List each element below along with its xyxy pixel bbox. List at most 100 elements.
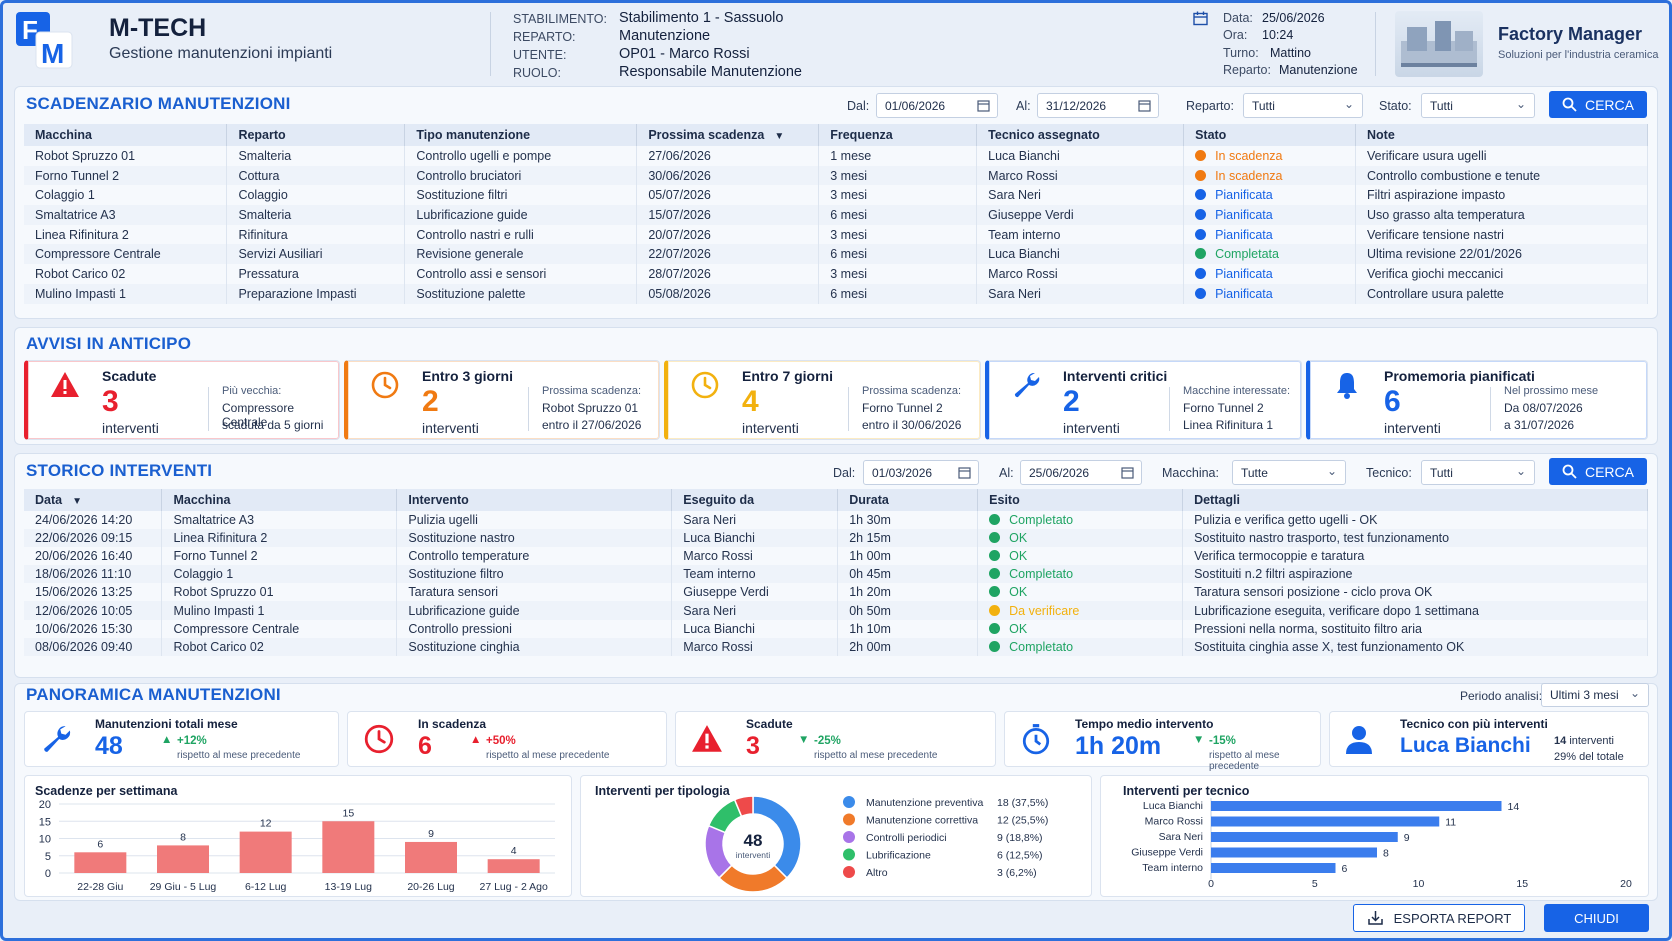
cell-tipo-manutenzione: Sostituzione palette [404, 283, 638, 304]
cell-text: Controllo ugelli e pompe [416, 148, 552, 163]
trend-down-icon: ▼ [798, 734, 810, 746]
cell-reparto: Smalteria [226, 205, 406, 225]
horizontal-bar-chart: 0 5 10 15 20 Luca Bianchi 14 Marco Rossi 11 Sara … [1131, 798, 1632, 890]
cell-eseguito-da: Marco Rossi [671, 637, 839, 656]
alert-card-entro-3-giorni[interactable]: Entro 3 giorni 2 interventi Prossima scaden… [344, 360, 660, 440]
col-header-reparto[interactable]: Reparto [226, 124, 406, 146]
scad-stato-select[interactable]: Tutti ⌄ [1421, 93, 1535, 118]
table-row[interactable]: Colaggio 1 Colaggio Sostituzione filtri 05/… [24, 185, 1648, 206]
table-row[interactable]: Robot Carico 02 Pressatura Controllo assi … [24, 264, 1648, 284]
close-button[interactable]: CHIUDI [1544, 904, 1649, 932]
alert-card-entro-7-giorni[interactable]: Entro 7 giorni 4 interventi Prossima scaden… [664, 360, 981, 440]
cell-text: Servizi Ausiliari [238, 247, 323, 262]
cell-text: 08/06/2026 09:40 [35, 639, 133, 654]
cell-macchina: Robot Carico 02 [24, 264, 228, 284]
col-header-prossima-scadenza[interactable]: Prossima scadenza ▼ [636, 124, 820, 146]
kpi-scadute: Scadute 3 ▼ -25% rispetto al mese precedente [675, 711, 996, 767]
legend-value: 3 (6,2%) [997, 867, 1037, 879]
status-dot-icon [989, 514, 1001, 526]
table-row[interactable]: Linea Rifinitura 2 Rifinitura Controllo na… [24, 224, 1648, 245]
table-row[interactable]: Smaltatrice A3 Smalteria Lubrificazione gu… [24, 205, 1648, 225]
col-header-macchina[interactable]: Macchina [24, 124, 228, 146]
status-text: Completato [1009, 513, 1074, 528]
cell-esito: Completato [977, 637, 1184, 656]
ora-label: Ora: [1223, 28, 1248, 42]
alert-card-promemoria-pianificati[interactable]: Promemoria pianificati 6 interventi Nel pro… [1306, 360, 1648, 440]
cell-text: 05/07/2026 [648, 188, 711, 203]
chevron-down-icon: ⌄ [1515, 464, 1526, 478]
table-row[interactable]: 18/06/2026 11:10 Colaggio 1 Sostituzione f… [24, 565, 1648, 584]
export-report-button[interactable]: ESPORTA REPORT [1353, 904, 1525, 932]
table-row[interactable]: 12/06/2026 10:05 Mulino Impasti 1 Lubrific… [24, 601, 1648, 620]
col-header-frequenza[interactable]: Frequenza [818, 124, 978, 146]
calendar-icon [1193, 11, 1208, 29]
table-row[interactable]: Robot Spruzzo 01 Smalteria Controllo ugell… [24, 146, 1648, 166]
kpi-top-tech: Tecnico con più interventi Luca Bianchi … [1329, 711, 1649, 767]
table-row[interactable]: Compressore Centrale Servizi Ausiliari Rev… [24, 244, 1648, 265]
col-header-macchina[interactable]: Macchina [161, 489, 398, 511]
cell-text: Lubrificazione guide [408, 603, 520, 618]
table-row[interactable]: 10/06/2026 15:30 Compressore Centrale Cont… [24, 619, 1648, 638]
cell-frequenza: 6 mesi [818, 205, 978, 225]
stor-al-field[interactable]: 25/06/2026 [1020, 460, 1142, 485]
status-text: Pianificata [1215, 207, 1273, 222]
cell-text: Sostituzione palette [416, 286, 526, 301]
table-row[interactable]: 24/06/2026 14:20 Smaltatrice A3 Pulizia ug… [24, 511, 1648, 530]
table-row[interactable]: 22/06/2026 09:15 Linea Rifinitura 2 Sostit… [24, 529, 1648, 548]
cell-reparto: Cottura [226, 165, 406, 186]
cell-text: 20/07/2026 [648, 227, 711, 242]
col-header-note[interactable]: Note [1355, 124, 1648, 146]
donut-center-label: interventi [736, 850, 771, 860]
cell-esito: OK [977, 529, 1184, 548]
cell-tecnico-assegnato: Sara Neri [976, 283, 1185, 304]
col-header-data[interactable]: Data ▼ [24, 489, 163, 511]
scad-search-button[interactable]: CERCA [1549, 91, 1647, 118]
col-header-esito[interactable]: Esito [977, 489, 1184, 511]
table-row[interactable]: Mulino Impasti 1 Preparazione Impasti Sost… [24, 283, 1648, 304]
bar-value-label: 8 [180, 831, 186, 843]
stor-macchina-select[interactable]: Tutte ⌄ [1232, 460, 1346, 485]
scad-al-field[interactable]: 31/12/2026 [1037, 93, 1159, 118]
alert-card-interventi-critici[interactable]: Interventi critici 2 interventi Macchine in… [985, 360, 1302, 440]
top-tech-share: 29% del totale [1554, 751, 1624, 763]
trend-up-icon: ▲ [161, 734, 173, 746]
cell-tecnico-assegnato: Marco Rossi [976, 165, 1185, 186]
col-header-tipo-manutenzione[interactable]: Tipo manutenzione [404, 124, 638, 146]
cell-text: Colaggio 1 [173, 567, 234, 582]
col-header-intervento[interactable]: Intervento [396, 489, 673, 511]
cell-tipo-manutenzione: Revisione generale [404, 244, 638, 265]
x-tick-label: 29 Giu - 5 Lug [150, 881, 217, 893]
table-row[interactable]: 15/06/2026 13:25 Robot Spruzzo 01 Taratura… [24, 583, 1648, 602]
alert-card-scadute[interactable]: Scadute 3 interventi Più vecchia: Compressor… [24, 360, 340, 440]
bar [74, 852, 127, 873]
stor-search-button[interactable]: CERCA [1549, 458, 1647, 485]
scad-dal-field[interactable]: 01/06/2026 [876, 93, 998, 118]
search-icon [1562, 464, 1577, 479]
bar-value-label: 11 [1445, 817, 1456, 829]
cell-text: Forno Tunnel 2 [35, 168, 120, 183]
col-header-eseguito-da[interactable]: Eseguito da [671, 489, 839, 511]
alert-detail-main: Forno Tunnel 2 [1183, 401, 1264, 415]
col-header-tecnico-assegnato[interactable]: Tecnico assegnato [976, 124, 1185, 146]
periodo-select[interactable]: Ultimi 3 mesi ⌄ [1541, 683, 1649, 707]
col-header-label: Reparto [238, 128, 286, 142]
scad-reparto-select[interactable]: Tutti ⌄ [1243, 93, 1363, 118]
cell-dettagli: Verifica termocoppie e taratura [1182, 547, 1648, 566]
col-header-dettagli[interactable]: Dettagli [1182, 489, 1648, 511]
cell-tipo-manutenzione: Controllo assi e sensori [404, 264, 638, 284]
table-row[interactable]: 08/06/2026 09:40 Robot Carico 02 Sostituzi… [24, 637, 1648, 656]
x-tick-label: 20-26 Lug [407, 881, 454, 893]
cell-macchina: Compressore Centrale [161, 619, 398, 638]
cell-esito: Completato [977, 565, 1184, 584]
cell-tecnico-assegnato: Sara Neri [976, 185, 1185, 206]
stor-tecnico-select[interactable]: Tutti ⌄ [1421, 460, 1535, 485]
table-row[interactable]: 20/06/2026 16:40 Forno Tunnel 2 Controllo … [24, 547, 1648, 566]
stor-dal-field[interactable]: 01/03/2026 [863, 460, 979, 485]
col-header-durata[interactable]: Durata [837, 489, 979, 511]
cell-text: 22/06/2026 09:15 [35, 531, 133, 546]
table-row[interactable]: Forno Tunnel 2 Cottura Controllo bruciator… [24, 165, 1648, 186]
cell-text: Controllo temperature [408, 549, 530, 564]
col-header-stato[interactable]: Stato [1183, 124, 1356, 146]
kpi-value: 3 [746, 732, 760, 760]
cell-text: Verifica termocoppie e taratura [1194, 549, 1365, 564]
